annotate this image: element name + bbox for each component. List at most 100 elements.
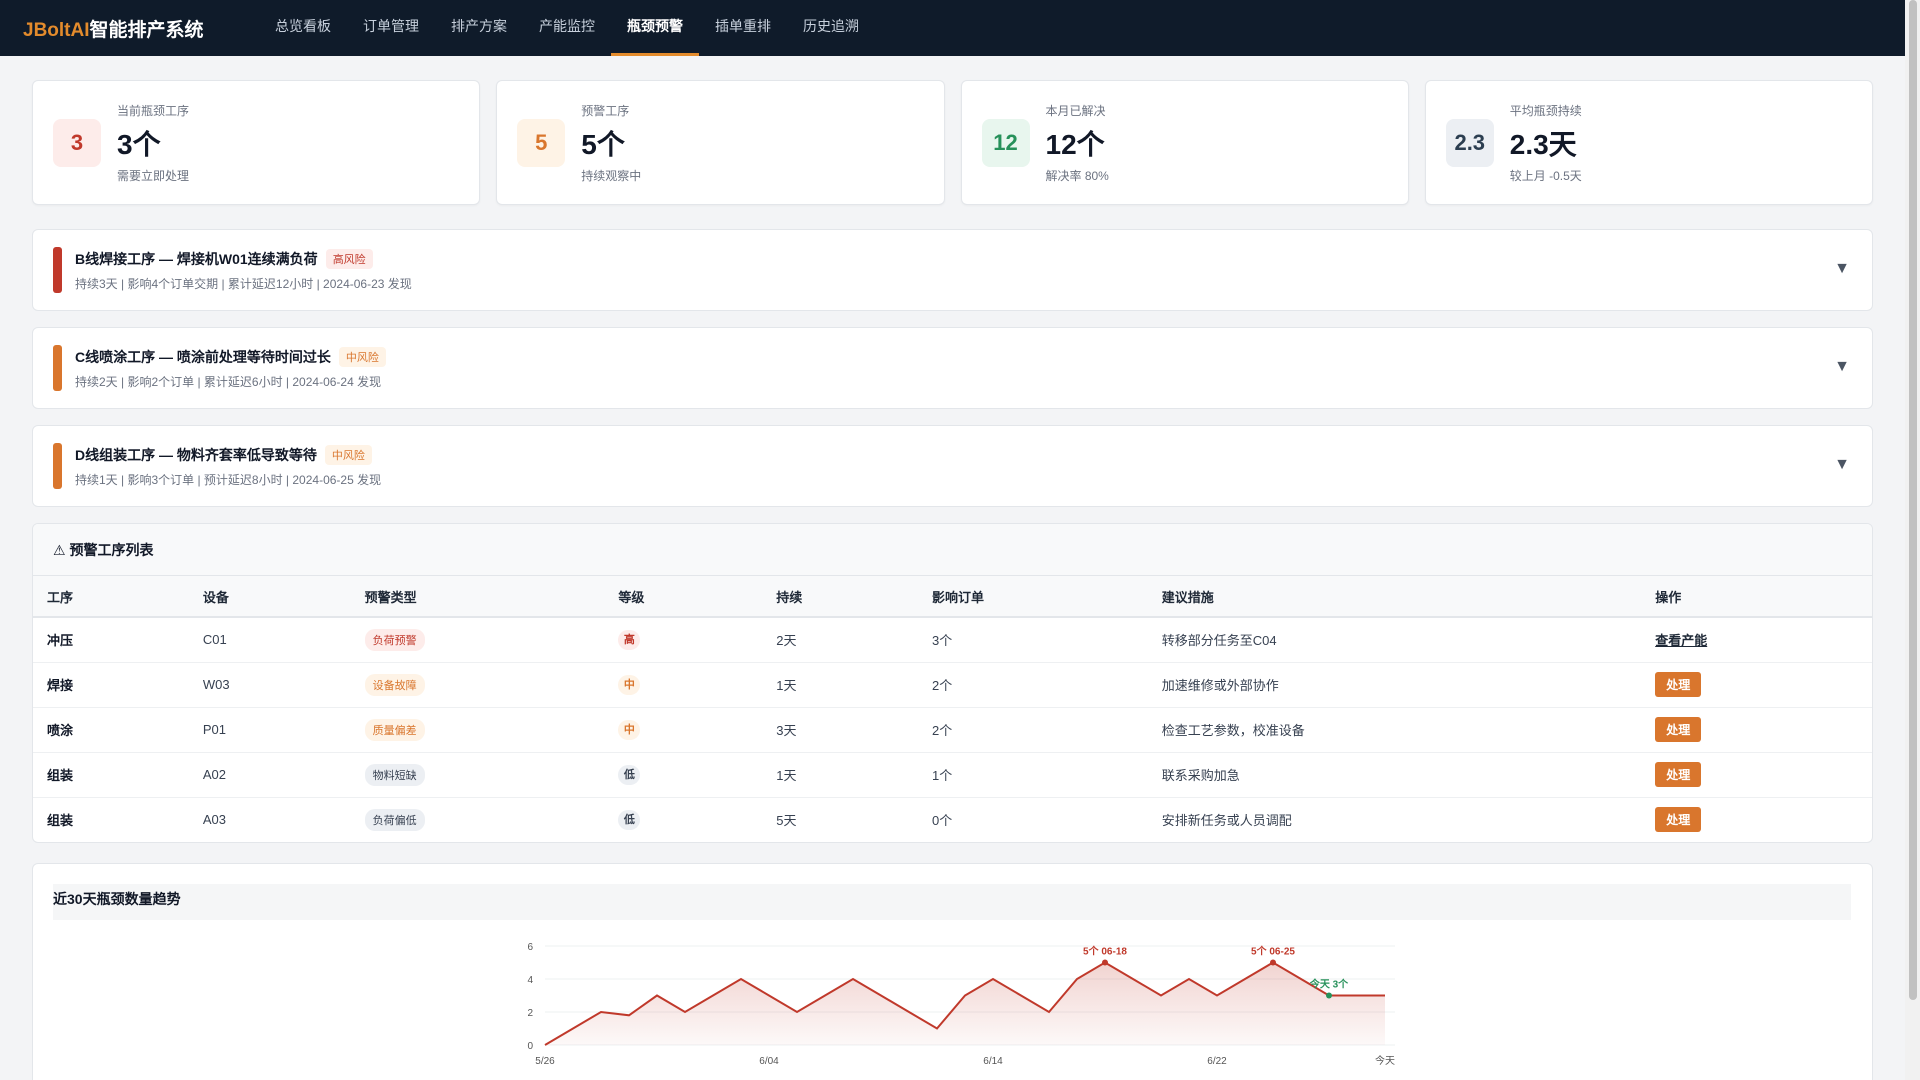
brand-accent: JBoltAI <box>23 19 90 41</box>
brand-logo: JBoltAI智能排产系统 <box>23 15 259 42</box>
stat-cards: 3 当前瓶颈工序 3个 需要立即处理 5 预警工序 5个 持续观察中 12 本月已解决 12个 解决率… <box>32 80 1873 205</box>
stat-card: 5 预警工序 5个 持续观察中 <box>496 80 945 205</box>
y-tick-label: 4 <box>527 975 533 986</box>
cell-orders: 3个 <box>918 617 1148 663</box>
alert-list: B线焊接工序 — 焊接机W01连续满负荷 高风险 持续3天 | 影响4个订单交期 |… <box>32 229 1873 507</box>
stat-badge: 2.3 <box>1445 118 1494 167</box>
alert-title-text: C线喷涂工序 — 喷涂前处理等待时间过长 <box>75 348 331 365</box>
cell-advice: 安排新任务或人员调配 <box>1161 813 1292 829</box>
cell-orders: 1个 <box>918 752 1148 798</box>
level-badge: 中 <box>618 719 641 740</box>
stat-value: 12个 <box>1045 128 1105 160</box>
table-row: 冲压 C01 负荷预警 高 2天 3个 转移部分任务至C04 查看产能 <box>33 617 1872 663</box>
nav-item[interactable]: 总览看板 <box>275 18 331 34</box>
nav-item[interactable]: 瓶颈预警 <box>611 0 699 56</box>
risk-tag: 中风险 <box>324 444 372 465</box>
risk-color-bar <box>53 443 62 489</box>
table-header-cell: 工序 <box>33 576 189 618</box>
alert-title: D线组装工序 — 物料齐套率低导致等待 中风险 <box>75 444 381 465</box>
annotation-label: 今天 3个 <box>1309 978 1349 991</box>
stat-text: 本月已解决 12个解决率 80% <box>1046 102 1109 184</box>
scrollbar-thumb[interactable] <box>1909 0 1917 1000</box>
chevron-down-icon[interactable]: ▼ <box>1834 456 1850 473</box>
handle-button[interactable]: 处理 <box>1655 672 1702 697</box>
alert-card[interactable]: B线焊接工序 — 焊接机W01连续满负荷 高风险 持续3天 | 影响4个订单交期 |… <box>32 229 1873 311</box>
warning-type-pill: 物料短缺 <box>364 763 425 786</box>
cell-device: C01 <box>188 617 351 663</box>
cell-device: P01 <box>188 707 351 753</box>
table-header-cell: 操作 <box>1641 576 1872 618</box>
stat-text: 预警工序 5个 持续观察中 <box>581 102 641 184</box>
cell-duration: 3天 <box>762 707 919 753</box>
cell-level: 中 <box>604 662 763 708</box>
level-badge: 低 <box>618 764 641 785</box>
warning-table: 工序 设备 预警类型 等级 持续 影响订单 建议措施 操作 冲压 C01 负荷预警 高 2天 3个 转移部… <box>33 576 1872 842</box>
main-content: 3 当前瓶颈工序 3个 需要立即处理 5 预警工序 5个 持续观察中 12 本月已解决 12个 解决率… <box>32 80 1873 1080</box>
cell-advice: 检查工艺参数，校准设备 <box>1147 707 1642 753</box>
annotation-point <box>1326 992 1332 999</box>
view-capacity-link[interactable]: 查看产能 <box>1655 633 1708 649</box>
nav-item[interactable]: 排产方案 <box>451 18 507 34</box>
chevron-down-icon[interactable]: ▼ <box>1834 358 1850 375</box>
nav-menu: 总览看板 订单管理 排产方案 产能监控 瓶颈预警 插单重排 历史追溯 <box>259 0 875 56</box>
warning-type-pill: 设备故障 <box>364 673 425 696</box>
warning-table-title: ⚠ 预警工序列表 <box>33 524 1872 576</box>
table-header-row: 工序 设备 预警类型 等级 持续 影响订单 建议措施 操作 <box>33 576 1872 618</box>
annotation-label: 5个 06-25 <box>1251 945 1295 958</box>
page-scrollbar[interactable] <box>1905 0 1920 1080</box>
stat-label: 预警工序 <box>581 103 630 118</box>
alert-text: D线组装工序 — 物料齐套率低导致等待 中风险持续1天 | 影响3个订单 | 预计… <box>75 444 382 488</box>
nav-item[interactable]: 产能监控 <box>539 18 595 34</box>
y-tick-label: 0 <box>527 1041 533 1052</box>
table-header-cell: 等级 <box>604 576 763 618</box>
cell-level: 高 <box>604 617 763 663</box>
x-tick-label: 6/04 <box>759 1056 779 1067</box>
stat-sub: 需要立即处理 <box>117 168 190 183</box>
cell-orders: 2个 <box>918 662 1148 708</box>
warning-type-pill: 负荷偏低 <box>364 808 425 831</box>
table-header-cell: 建议措施 <box>1147 576 1642 618</box>
handle-button[interactable]: 处理 <box>1655 717 1702 742</box>
series-line <box>544 961 1385 1046</box>
table-header-cell: 影响订单 <box>918 576 1148 618</box>
stat-sub: 解决率 80% <box>1045 168 1109 183</box>
cell-action: 处理 <box>1641 707 1872 753</box>
stat-sub: 较上月 -0.5天 <box>1509 168 1582 183</box>
stat-card: 3 当前瓶颈工序 3个 需要立即处理 <box>32 80 481 205</box>
y-tick-label: 2 <box>527 1008 533 1019</box>
x-tick-label: 6/22 <box>1207 1056 1227 1067</box>
chevron-down-icon[interactable]: ▼ <box>1834 260 1850 277</box>
cell-process: 焊接 <box>33 662 189 708</box>
table-header-cell: 设备 <box>188 576 351 618</box>
stat-badge: 12 <box>981 118 1030 167</box>
x-tick-label: 6/14 <box>983 1056 1003 1067</box>
nav-item[interactable]: 插单重排 <box>715 18 771 34</box>
nav-item[interactable]: 历史追溯 <box>803 18 859 34</box>
top-nav: JBoltAI智能排产系统 总览看板 订单管理 排产方案 产能监控 瓶颈预警 插单重排 历史… <box>0 0 1905 56</box>
stat-value: 3个 <box>117 128 161 160</box>
handle-button[interactable]: 处理 <box>1655 807 1702 833</box>
table-row: 组装 A02 物料短缺 低 1天 1个 联系采购加急 处理 <box>33 752 1872 798</box>
cell-device: W03 <box>188 662 351 708</box>
cell-process: 冲压 <box>33 617 189 663</box>
level-badge: 中 <box>618 674 641 695</box>
alert-card[interactable]: D线组装工序 — 物料齐套率低导致等待 中风险持续1天 | 影响3个订单 | 预计… <box>32 425 1873 507</box>
nav-item[interactable]: 订单管理 <box>363 18 419 34</box>
cell-device: A02 <box>188 752 351 798</box>
stat-label: 当前瓶颈工序 <box>117 103 190 118</box>
trend-chart: 0 2 4 6 5/26 6/04 6/14 6/22 今天 5个 06-18 5个 06-25 今天… <box>527 942 1395 1067</box>
stat-label: 本月已解决 <box>1045 103 1106 118</box>
stat-label: 平均瓶颈持续 <box>1509 103 1582 118</box>
cell-process: 组装 <box>33 752 189 798</box>
alert-meta: 持续1天 | 影响3个订单 | 预计延迟8小时 | 2024-06-25 发现 <box>75 472 382 487</box>
risk-color-bar <box>53 345 62 391</box>
cell-duration: 5天 <box>776 813 797 829</box>
alert-title-text: B线焊接工序 — 焊接机W01连续满负荷 <box>75 250 318 267</box>
handle-button[interactable]: 处理 <box>1655 762 1702 787</box>
brand-name: 智能排产系统 <box>89 19 204 41</box>
cell-action: 处理 <box>1641 752 1872 798</box>
alert-card[interactable]: C线喷涂工序 — 喷涂前处理等待时间过长 中风险 持续2天 | 影响2个订单 | 累… <box>32 327 1873 409</box>
cell-type: 负荷偏低 <box>351 797 605 842</box>
table-row: 焊接 W03 设备故障 中 1天 2个 加速维修或外部协作 处理 <box>33 662 1872 708</box>
cell-level: 低 <box>604 797 762 842</box>
